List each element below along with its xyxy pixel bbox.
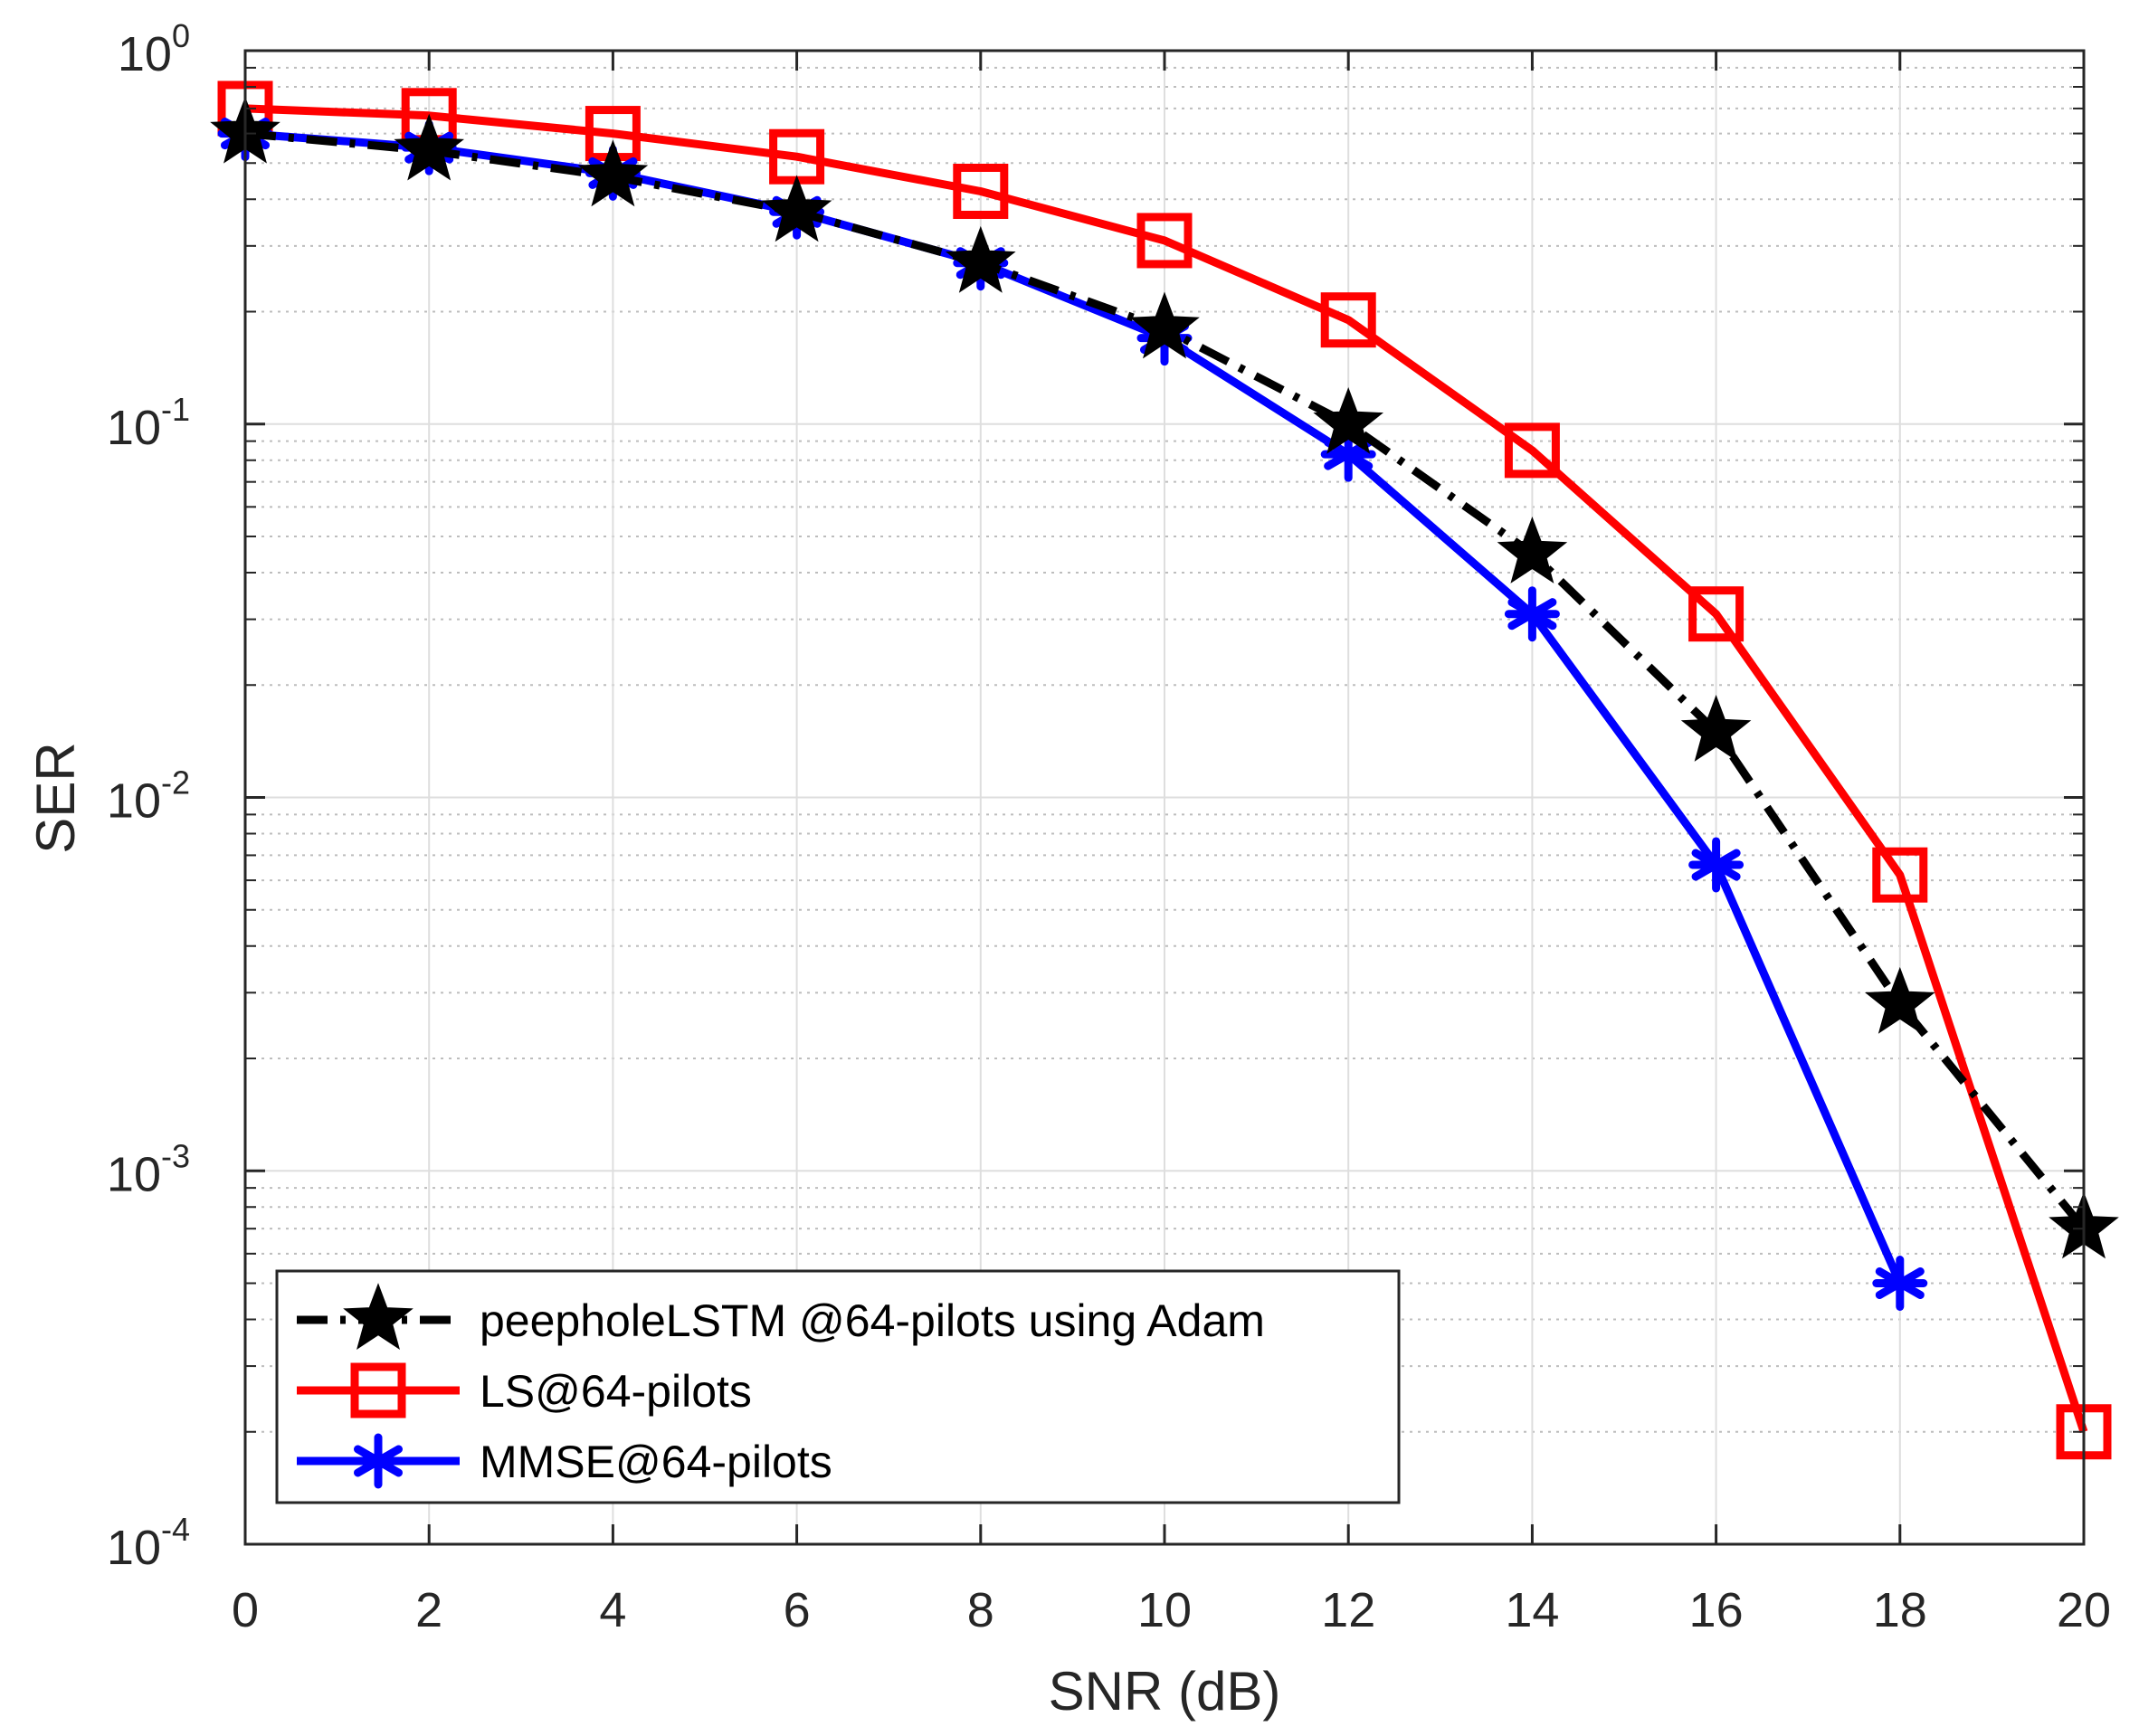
y-tick-label: 10-3 (107, 1137, 190, 1201)
x-tick-label: 20 (2057, 1583, 2111, 1637)
y-tick-label: 10-4 (107, 1511, 190, 1575)
data-point-mmse (1504, 586, 1560, 642)
legend-marker-lstm (343, 1283, 414, 1350)
y-tick-base: 10 (107, 1147, 161, 1201)
tick-marks (243, 49, 2086, 1546)
y-tick-exponent: 0 (172, 17, 190, 54)
y-tick-label: 100 (118, 17, 190, 81)
legend: peepholeLSTM @64-pilots using Adam LS@64-… (275, 1269, 1401, 1504)
x-tick-label: 4 (599, 1583, 626, 1637)
y-tick-exponent: -4 (161, 1511, 190, 1548)
y-tick-base: 10 (107, 401, 161, 455)
series-layer (210, 81, 2119, 1460)
data-point-lstm (945, 225, 1016, 293)
data-point-ls (1136, 213, 1193, 269)
data-point-lstm (577, 139, 649, 207)
x-tick-label: 18 (1873, 1583, 1927, 1637)
y-tick-exponent: -3 (161, 1137, 190, 1174)
x-tick-label: 2 (415, 1583, 442, 1637)
data-point-ls (1504, 422, 1560, 479)
legend-marker-mmse (350, 1433, 406, 1489)
minor-grid (245, 66, 2084, 1433)
data-point-lstm (761, 175, 832, 242)
legend-label-mmse: MMSE@64-pilots (480, 1437, 832, 1487)
data-point-ls (953, 164, 1009, 220)
data-point-lstm (1129, 291, 1200, 359)
x-tick-labels: 0 2 4 6 8 10 12 14 16 18 20 (232, 1583, 2111, 1637)
data-point-ls (1320, 292, 1376, 348)
series-line-mmse (244, 129, 1904, 1285)
data-point-mmse (1872, 1256, 1928, 1312)
legend-label-ls: LS@64-pilots (480, 1366, 752, 1417)
y-tick-base: 10 (107, 774, 161, 829)
y-tick-label: 10-2 (107, 764, 190, 829)
data-point-lstm (1497, 517, 1568, 583)
data-point-ls (1688, 586, 1744, 642)
legend-marker-ls (350, 1362, 406, 1418)
x-tick-label: 10 (1137, 1583, 1192, 1637)
legend-label-lstm: peepholeLSTM @64-pilots using Adam (480, 1295, 1265, 1346)
x-axis-label: SNR (dB) (1049, 1661, 1281, 1722)
legend-box (275, 1269, 1401, 1504)
data-point-lstm (1864, 966, 1935, 1034)
data-point-mmse (1688, 837, 1744, 893)
y-tick-base: 10 (107, 1521, 161, 1575)
x-tick-label: 0 (232, 1583, 259, 1637)
x-tick-label: 12 (1321, 1583, 1375, 1637)
x-tick-label: 16 (1689, 1583, 1744, 1637)
x-tick-label: 8 (967, 1583, 994, 1637)
y-tick-exponent: -2 (161, 764, 190, 802)
y-tick-label: 10-1 (107, 391, 190, 455)
data-point-lstm (394, 113, 465, 181)
data-point-lstm (1680, 694, 1752, 762)
series-line-ls (244, 104, 2088, 1434)
data-point-lstm (1313, 386, 1384, 454)
y-tick-base: 10 (118, 27, 172, 81)
y-tick-exponent: -1 (161, 391, 190, 428)
x-tick-label: 14 (1505, 1583, 1559, 1637)
data-point-ls (1872, 847, 1928, 903)
y-axis-label: SER (25, 742, 86, 853)
x-tick-label: 6 (784, 1583, 811, 1637)
